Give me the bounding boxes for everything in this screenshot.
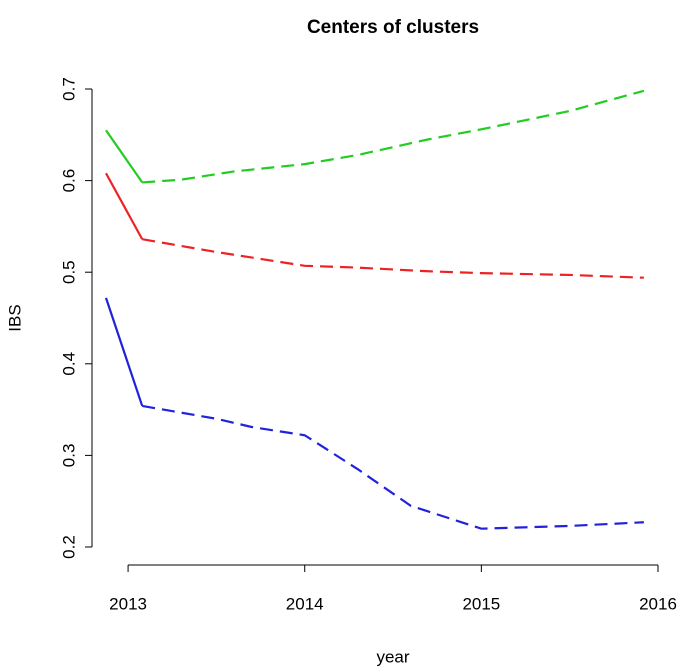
- y-tick-label: 0.7: [59, 77, 78, 101]
- chart-title: Centers of clusters: [307, 17, 479, 38]
- x-tick-label: 2016: [639, 594, 677, 613]
- series-line: [142, 238, 644, 279]
- series-line: [104, 297, 144, 407]
- series-line: [105, 129, 144, 184]
- y-tick-label: 0.3: [59, 444, 78, 468]
- y-tick-label: 0.4: [59, 352, 78, 376]
- x-axis-label: year: [376, 647, 409, 666]
- series-line: [142, 404, 644, 530]
- x-tick-label: 2015: [462, 594, 500, 613]
- series-line: [105, 172, 144, 240]
- y-tick-label: 0.5: [59, 260, 78, 284]
- y-tick-label: 0.2: [59, 535, 78, 559]
- x-tick-label: 2013: [109, 594, 147, 613]
- y-axis-label: IBS: [5, 304, 24, 331]
- y-tick-label: 0.6: [59, 169, 78, 193]
- x-tick-label: 2014: [286, 594, 324, 613]
- series-line: [142, 89, 645, 184]
